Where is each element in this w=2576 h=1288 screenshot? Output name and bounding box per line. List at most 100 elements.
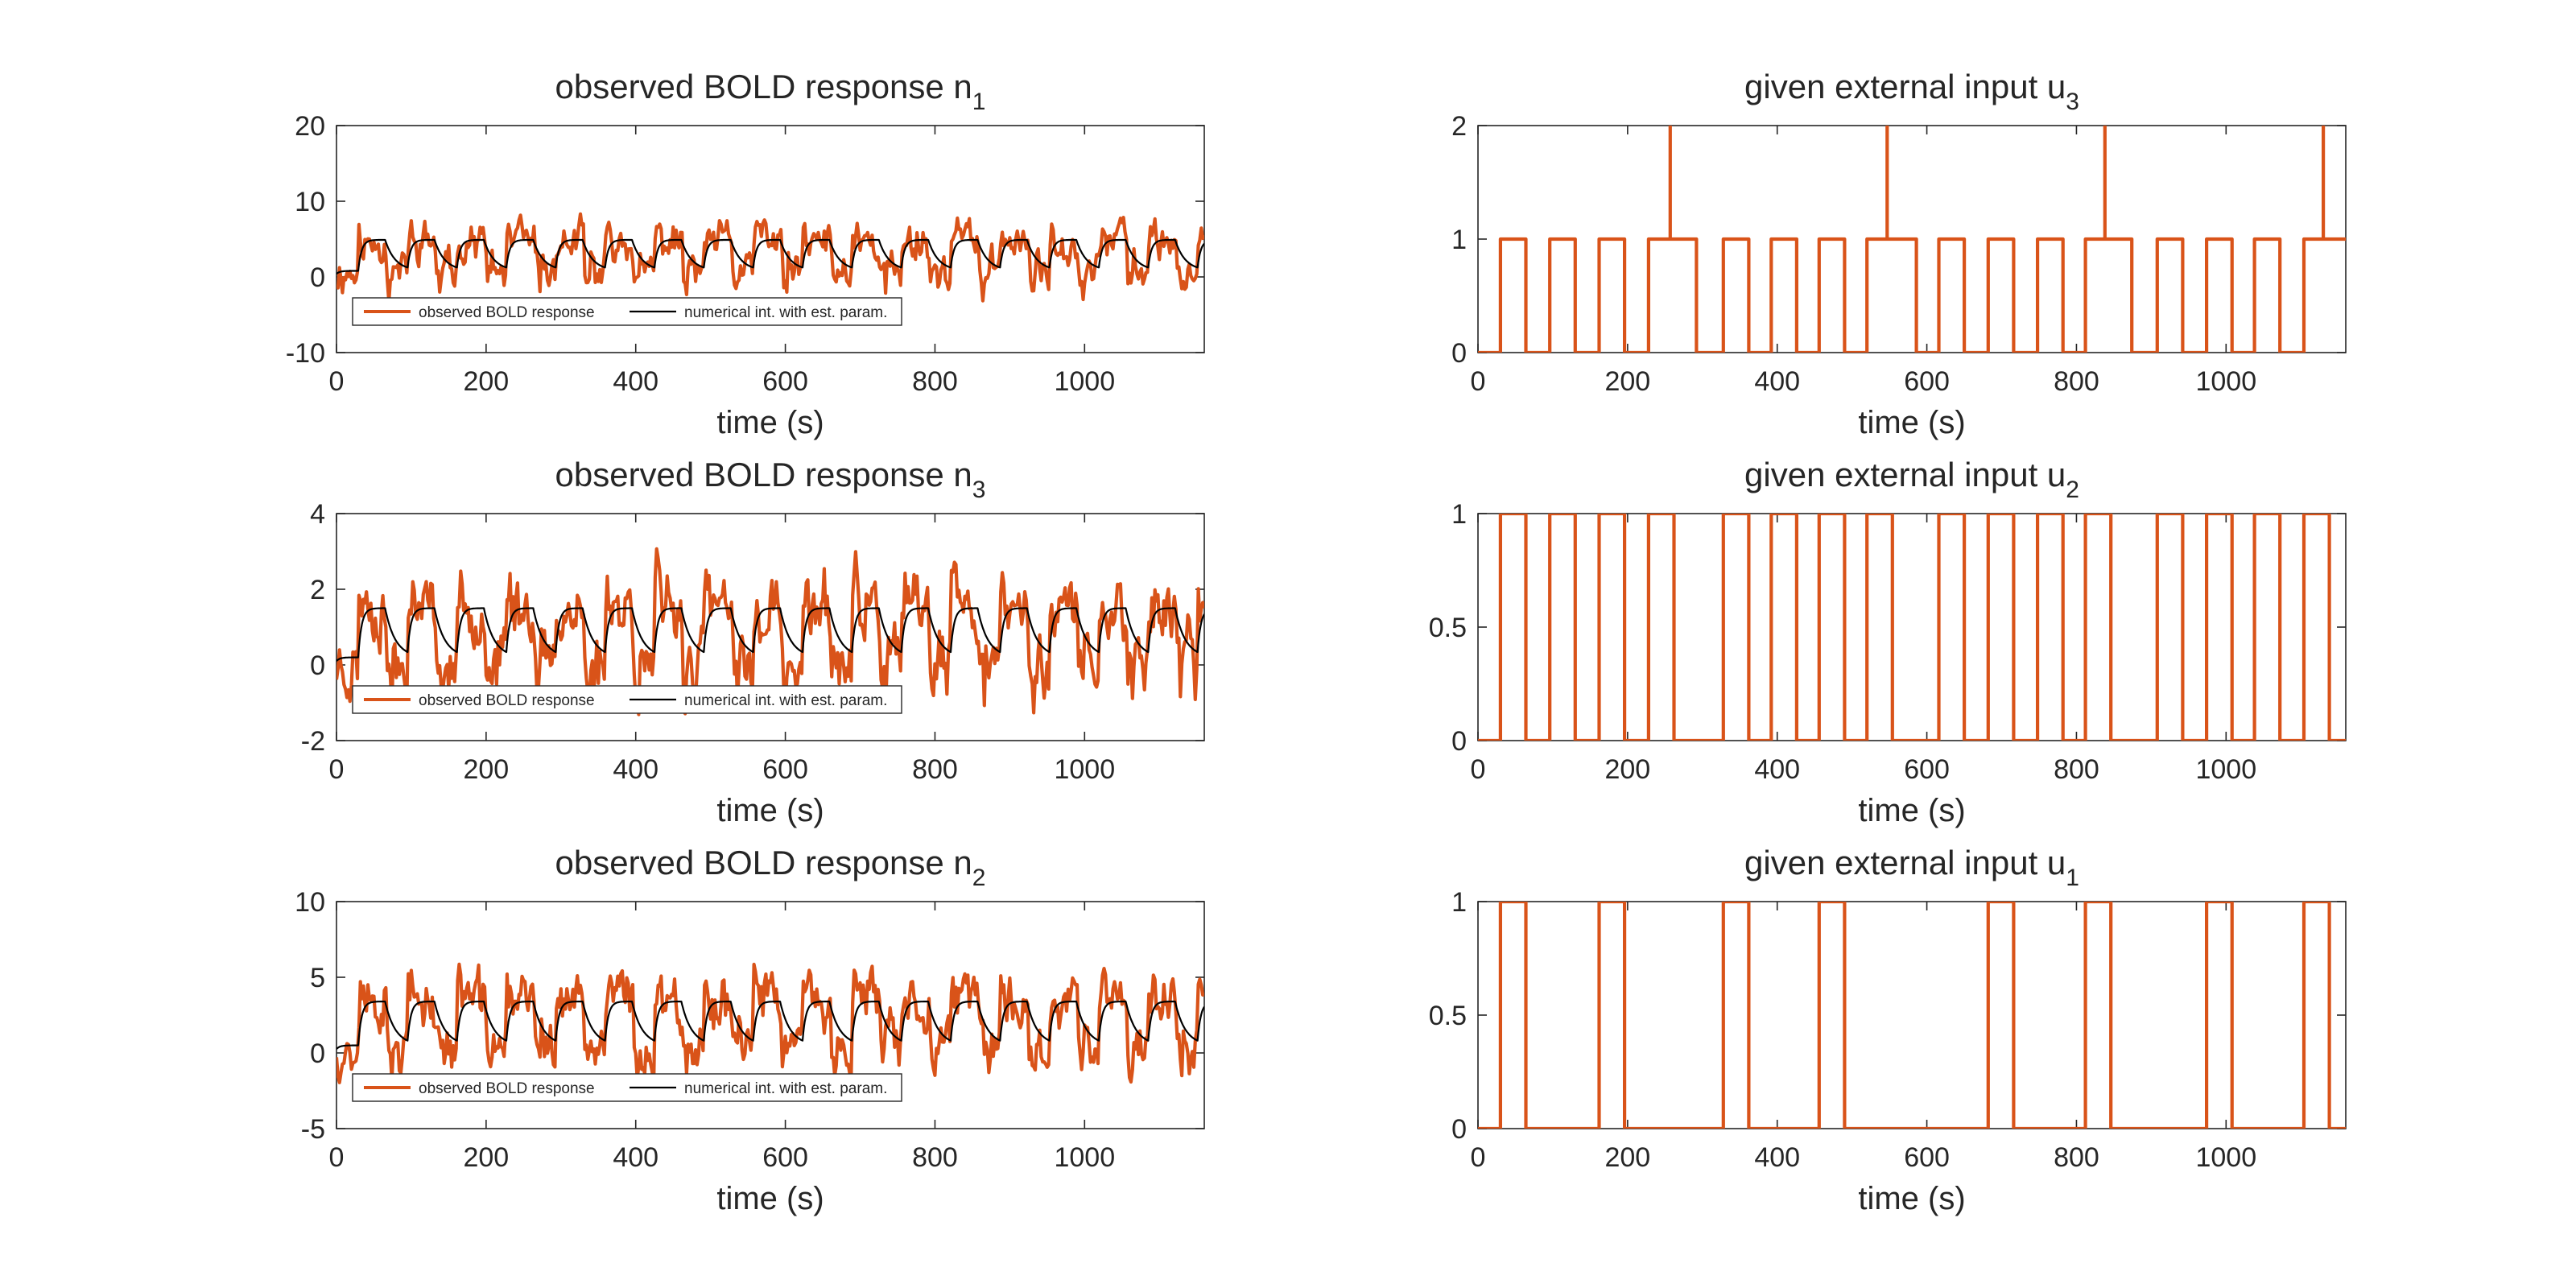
chart-title: observed BOLD response n1 <box>555 68 986 115</box>
x-tick-label: 400 <box>613 754 658 785</box>
chart-title: observed BOLD response n3 <box>555 456 986 503</box>
series-observed-bold <box>336 962 1204 1087</box>
x-tick-label: 600 <box>762 754 808 785</box>
x-tick-label: 800 <box>2054 754 2099 785</box>
chart-title: observed BOLD response n2 <box>555 844 986 891</box>
x-tick-label: 800 <box>2054 1142 2099 1173</box>
series-external-input <box>1478 126 2346 353</box>
y-tick-label: 0.5 <box>1429 613 1467 643</box>
y-tick-label: 0 <box>310 1038 325 1069</box>
y-tick-label: 1 <box>1451 887 1467 918</box>
x-tick-label: 400 <box>1754 754 1800 785</box>
series-observed-bold <box>336 547 1204 716</box>
y-tick-label: 4 <box>310 499 325 530</box>
x-axis-label: time (s) <box>1858 405 1965 440</box>
x-tick-label: 200 <box>463 1142 509 1173</box>
x-tick-label: 400 <box>613 1142 658 1173</box>
chart-title: given external input u3 <box>1744 68 2079 115</box>
x-tick-label: 400 <box>613 366 658 397</box>
x-tick-label: 800 <box>912 1142 958 1173</box>
x-tick-label: 200 <box>463 366 509 397</box>
legend: observed BOLD response numerical int. wit… <box>352 685 902 714</box>
series-numerical-fit <box>336 1001 1204 1050</box>
plot-area <box>1477 513 2347 741</box>
chart-input-u1: 0 200 400 600 800 1000 0 0.5 1 given external inp… <box>1429 844 2347 1216</box>
legend: observed BOLD response numerical int. wit… <box>352 1073 902 1102</box>
y-tick-label: 1 <box>1451 499 1467 530</box>
y-tick-label: 0 <box>310 262 325 293</box>
x-tick-label: 1000 <box>1054 1142 1115 1173</box>
y-tick-label: -2 <box>301 726 325 757</box>
legend-label-observed: observed BOLD response <box>419 692 595 709</box>
y-tick-label: 10 <box>295 887 325 918</box>
x-tick-label: 0 <box>1471 366 1486 397</box>
legend-box <box>352 1073 902 1102</box>
x-tick-label: 1000 <box>2195 1142 2256 1173</box>
legend-label-fit: numerical int. with est. param. <box>684 692 887 709</box>
series-group <box>1478 902 2346 1129</box>
x-axis-label: time (s) <box>1858 793 1965 828</box>
x-axis-label: time (s) <box>1858 1181 1965 1216</box>
x-tick-label: 800 <box>2054 366 2099 397</box>
chart-title: given external input u2 <box>1744 456 2079 503</box>
series-observed-bold <box>336 212 1204 303</box>
x-tick-label: 0 <box>329 366 345 397</box>
chart-input-u3: 0 200 400 600 800 1000 0 1 2 given external input… <box>1451 68 2347 440</box>
y-tick-label: 2 <box>310 575 325 605</box>
series-group <box>1478 126 2346 353</box>
x-tick-label: 1000 <box>2195 366 2256 397</box>
x-tick-label: 600 <box>1904 366 1950 397</box>
chart-title: given external input u1 <box>1744 844 2079 891</box>
x-tick-label: 0 <box>329 754 345 785</box>
y-tick-label: -10 <box>286 338 325 369</box>
y-tick-label: 10 <box>295 187 325 217</box>
x-tick-label: 1000 <box>1054 366 1115 397</box>
x-tick-label: 200 <box>1604 754 1650 785</box>
x-tick-label: 600 <box>1904 754 1950 785</box>
legend-label-observed: observed BOLD response <box>419 1080 595 1097</box>
y-tick-label: 0 <box>1451 726 1467 757</box>
legend-box <box>352 685 902 714</box>
legend-label-fit: numerical int. with est. param. <box>684 304 887 321</box>
x-tick-label: 800 <box>912 754 958 785</box>
x-tick-label: 400 <box>1754 1142 1800 1173</box>
x-axis-label: time (s) <box>716 793 824 828</box>
series-group <box>336 547 1204 716</box>
series-group <box>336 212 1204 303</box>
x-tick-label: 0 <box>1471 754 1486 785</box>
series-group <box>336 962 1204 1087</box>
y-tick-label: 0 <box>1451 1114 1467 1145</box>
y-tick-label: 0.5 <box>1429 1001 1467 1031</box>
x-tick-label: 1000 <box>2195 754 2256 785</box>
x-tick-label: 0 <box>1471 1142 1486 1173</box>
x-tick-label: 600 <box>1904 1142 1950 1173</box>
series-external-input <box>1478 902 2346 1129</box>
y-tick-label: -5 <box>301 1114 325 1145</box>
legend-label-fit: numerical int. with est. param. <box>684 1080 887 1097</box>
y-tick-label: 0 <box>1451 338 1467 369</box>
series-numerical-fit <box>336 238 1204 275</box>
y-tick-label: 1 <box>1451 225 1467 255</box>
x-tick-label: 200 <box>463 754 509 785</box>
x-tick-label: 800 <box>912 366 958 397</box>
x-tick-label: 0 <box>329 1142 345 1173</box>
y-tick-label: 20 <box>295 111 325 142</box>
plot-area <box>1477 901 2347 1129</box>
y-tick-label: 2 <box>1451 111 1467 142</box>
legend-box <box>352 297 902 326</box>
y-tick-label: 5 <box>310 963 325 993</box>
x-tick-label: 1000 <box>1054 754 1115 785</box>
legend-label-observed: observed BOLD response <box>419 304 595 321</box>
x-tick-label: 200 <box>1604 1142 1650 1173</box>
y-tick-label: 0 <box>310 650 325 681</box>
x-tick-label: 600 <box>762 1142 808 1173</box>
x-axis-label: time (s) <box>716 1181 824 1216</box>
series-numerical-fit <box>336 607 1204 662</box>
x-axis-label: time (s) <box>716 405 824 440</box>
x-tick-label: 400 <box>1754 366 1800 397</box>
x-tick-label: 600 <box>762 366 808 397</box>
